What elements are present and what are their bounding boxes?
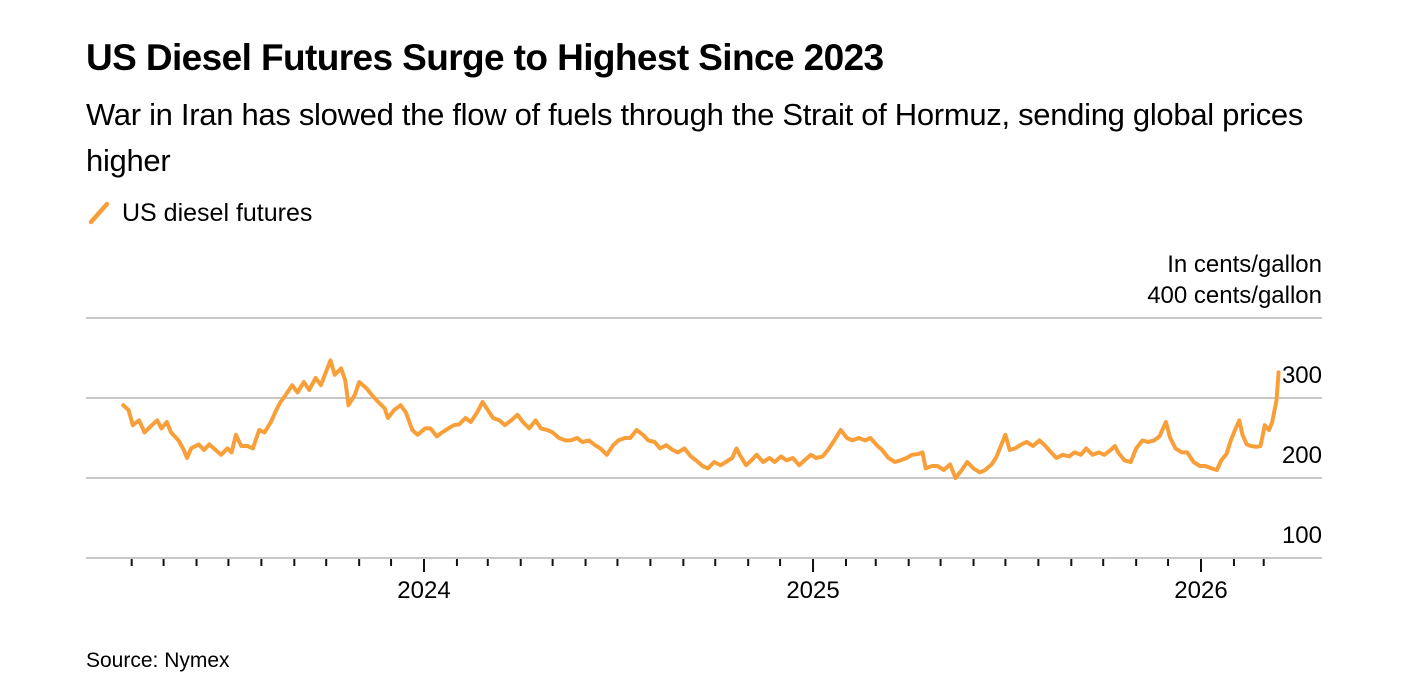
x-tick-label: 2025 — [786, 577, 839, 604]
diagonal-line-icon — [88, 201, 110, 225]
series-layer — [121, 358, 1281, 480]
source-note: Source: Nymex — [86, 649, 230, 672]
series-line-us-diesel-futures — [121, 358, 1281, 480]
unit-label-line-1: In cents/gallon — [1167, 251, 1322, 278]
y-axis-labels: 300 200 100 — [1282, 362, 1322, 549]
y-tick-label: 200 — [1282, 442, 1322, 469]
chart-subtitle: War in Iran has slowed the flow of fuels… — [86, 97, 1304, 178]
y-tick-label: 100 — [1282, 522, 1322, 549]
unit-label: In cents/gallon 400 cents/gallon — [1147, 249, 1322, 311]
x-axis: 2024 2025 2026 — [130, 559, 1265, 604]
unit-label-line-2: 400 cents/gallon — [1147, 282, 1322, 309]
gridlines — [86, 317, 1322, 559]
legend: US diesel futures — [88, 198, 312, 228]
x-tick-label: 2024 — [397, 577, 450, 604]
legend-item-label: US diesel futures — [122, 199, 313, 227]
x-tick-label: 2026 — [1174, 577, 1227, 604]
chart-title: US Diesel Futures Surge to Highest Since… — [86, 37, 884, 78]
y-tick-label: 300 — [1282, 362, 1322, 389]
